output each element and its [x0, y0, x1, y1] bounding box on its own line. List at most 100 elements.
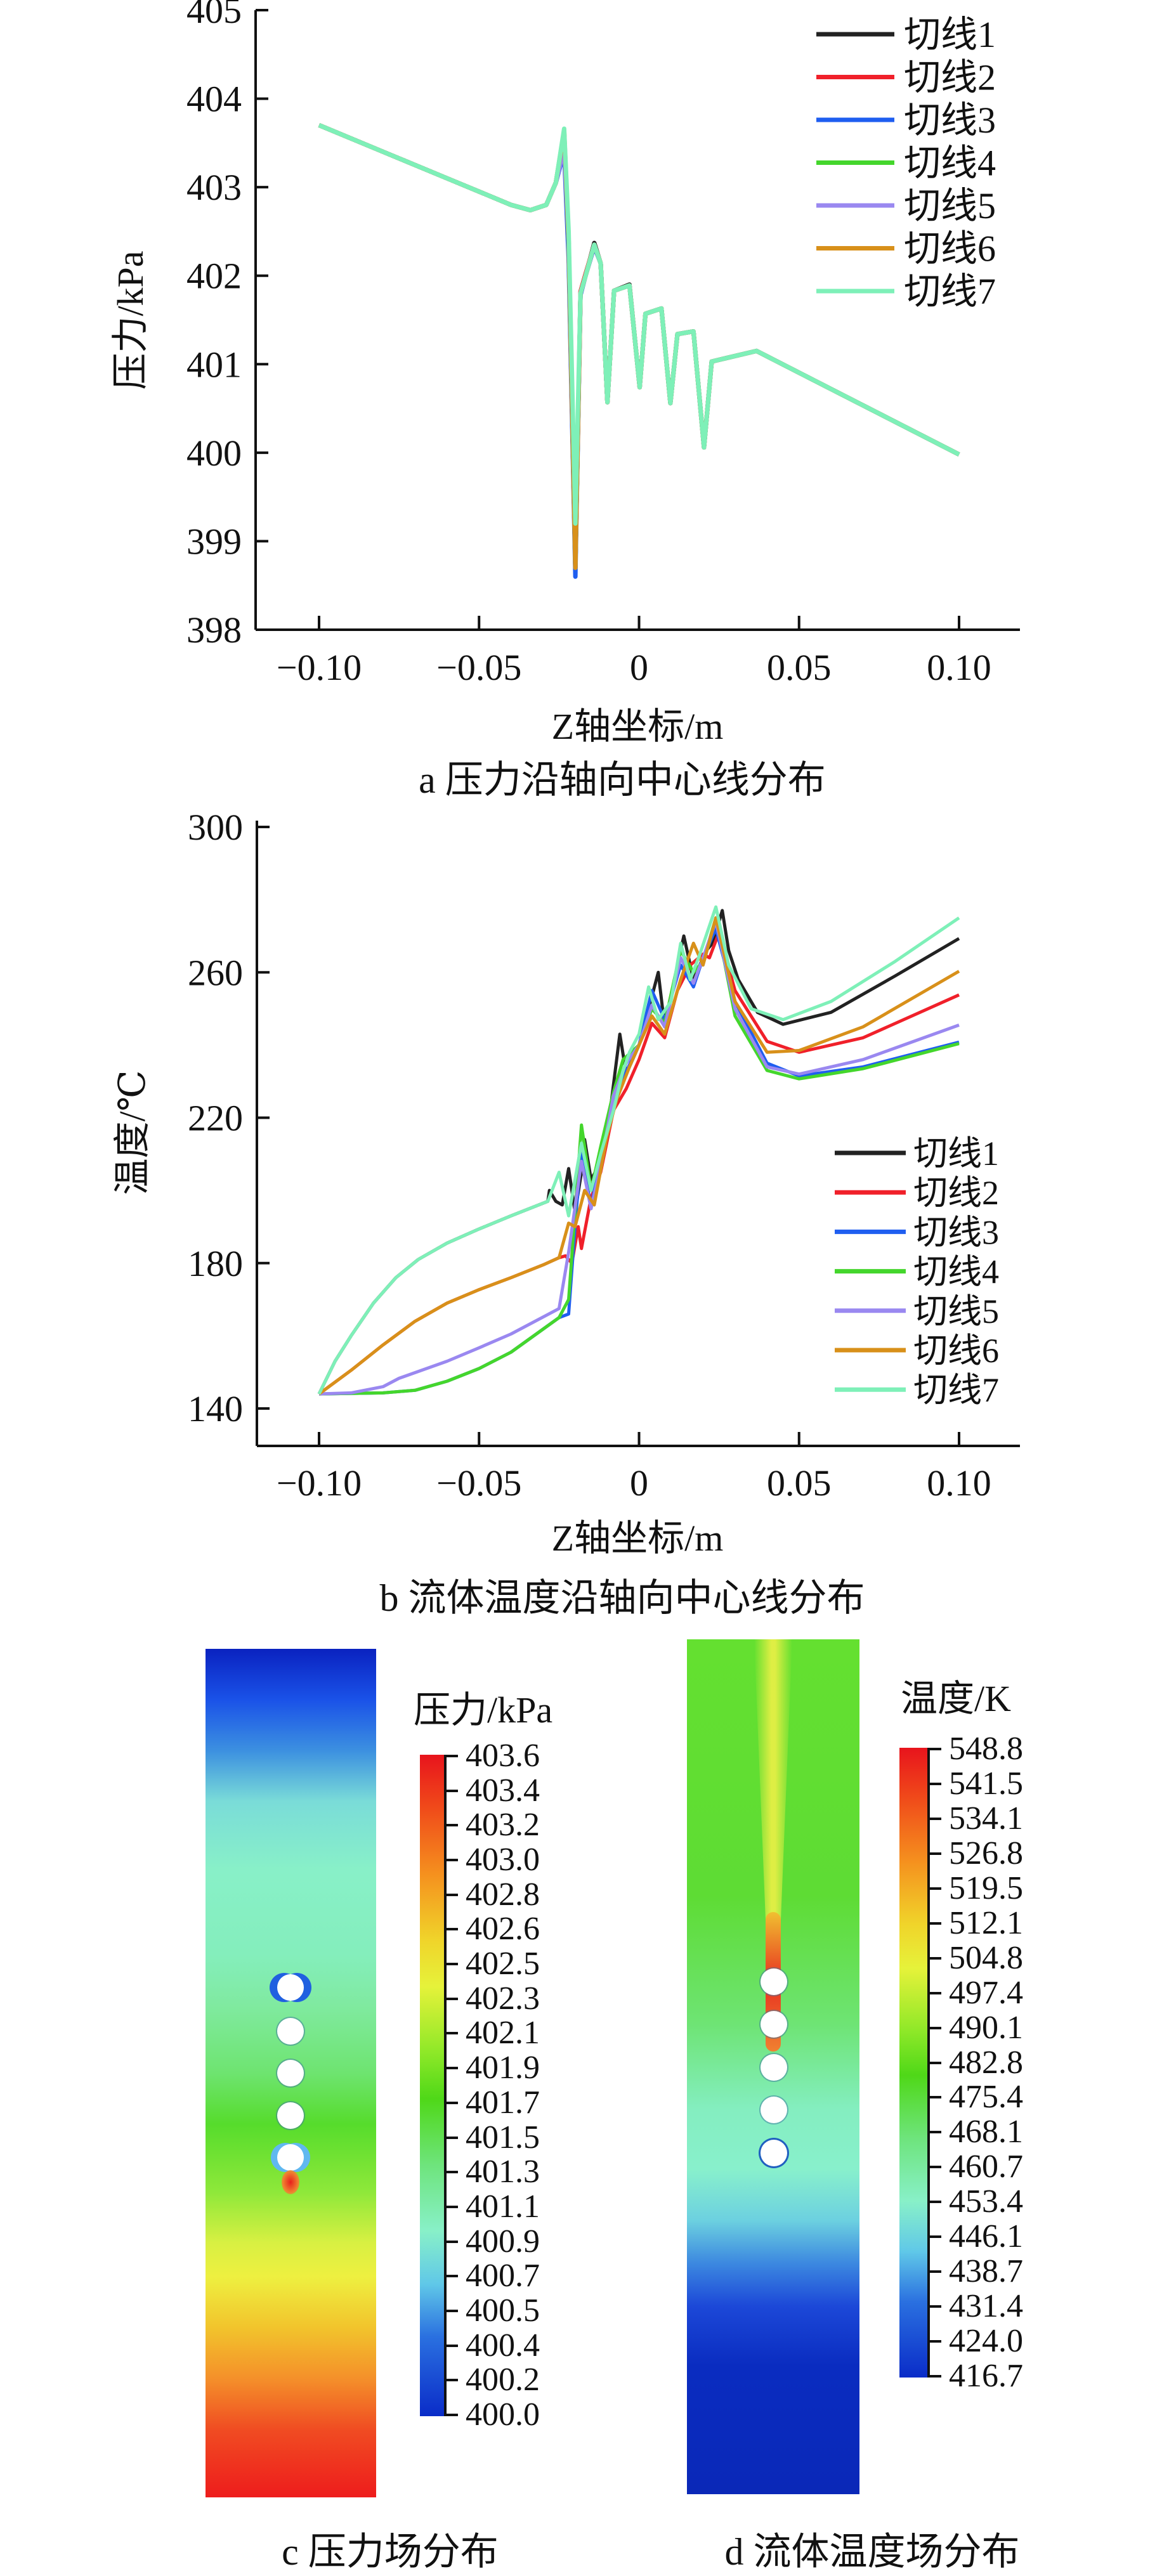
chart-a-caption: a 压力沿轴向中心线分布 — [419, 759, 826, 801]
colorbar-label: 490.1 — [949, 2009, 1023, 2046]
colorbar-label: 534.1 — [949, 1800, 1023, 1837]
chart-b-temperature: 温度/℃ Z轴坐标/m b 流体温度沿轴向中心线分布 140 180 220 260 3… — [112, 807, 1020, 1619]
colorbar-label: 401.5 — [466, 2119, 540, 2156]
x-tick-label: 0.05 — [767, 1462, 832, 1504]
colorbar-tick — [929, 1748, 941, 1750]
colorbar-label: 504.8 — [949, 1939, 1023, 1976]
colorbar-tick — [929, 2131, 941, 2134]
colorbar-label: 431.4 — [949, 2288, 1023, 2325]
colorbar-tick — [445, 1755, 458, 1757]
series-line-7 — [318, 123, 960, 526]
colorbar-label: 438.7 — [949, 2253, 1023, 2290]
chart-a-pressure: 压力/kPa Z轴坐标/m a 压力沿轴向中心线分布 398 399 400 401 4… — [110, 0, 1020, 801]
colorbar-tick — [445, 1963, 458, 1966]
colorbar-tick — [929, 1852, 941, 1855]
colorbar-label: 400.5 — [466, 2292, 540, 2329]
colorbar-label: 424.0 — [949, 2323, 1023, 2360]
tube-hole — [761, 2140, 787, 2166]
colorbar-tick — [929, 2096, 941, 2099]
legend-label-3: 切线3 — [913, 1213, 999, 1251]
colorbar-tick — [929, 2305, 941, 2308]
colorbar-label: 401.7 — [466, 2084, 540, 2121]
colorbar-label: 400.4 — [466, 2327, 540, 2364]
colorbar-tick — [929, 2026, 941, 2029]
series-line-4 — [318, 123, 960, 570]
colorbar-label: 460.7 — [949, 2149, 1023, 2185]
colorbar-label: 446.1 — [949, 2218, 1023, 2255]
tube-hole — [761, 2011, 787, 2038]
y-tick-label: 399 — [186, 521, 242, 562]
tube-hole — [761, 2097, 787, 2123]
x-tick-label: −0.10 — [277, 1462, 362, 1504]
series-line-4 — [318, 916, 960, 1396]
chart-b-xlabel: Z轴坐标/m — [552, 1518, 724, 1559]
y-tick-label: 140 — [188, 1388, 243, 1429]
colorbar-tick — [445, 1997, 458, 2000]
y-tick-label: 220 — [188, 1098, 243, 1139]
series-line-2 — [318, 123, 960, 570]
legend-label-4: 切线4 — [904, 143, 996, 184]
colorbar-label: 497.4 — [949, 1974, 1023, 2011]
colorbar-label: 403.0 — [466, 1842, 540, 1878]
colorbar-label: 548.8 — [949, 1731, 1023, 1767]
colorbar-label: 541.5 — [949, 1765, 1023, 1802]
colorbar-tick — [929, 1956, 941, 1960]
colorbar-tick — [445, 1859, 458, 1862]
legend-label-5: 切线5 — [904, 185, 996, 226]
chart-a-ylabel: 压力/kPa — [110, 250, 151, 389]
colorbar-tick — [445, 2171, 458, 2174]
colorbar-tick — [445, 2344, 458, 2347]
x-tick-label: −0.10 — [277, 647, 362, 688]
series-line-3 — [318, 927, 960, 1396]
series-line-6 — [318, 123, 960, 570]
colorbar-tick — [929, 2375, 941, 2378]
colorbar-label: 453.4 — [949, 2183, 1023, 2220]
tube-hole — [277, 2018, 304, 2045]
colorbar-label: 475.4 — [949, 2079, 1023, 2116]
pressure-field-plot — [206, 1649, 376, 2497]
legend-label-6: 切线6 — [904, 228, 996, 270]
colorbar-label: 403.4 — [466, 1772, 540, 1809]
colorbar-tick — [445, 2379, 458, 2382]
colorbar-tick — [929, 2166, 941, 2169]
y-tick-label: 405 — [186, 0, 242, 31]
legend-label-5: 切线5 — [913, 1292, 999, 1330]
colorbar-label: 402.6 — [466, 1911, 540, 1948]
colorbar-label: 526.8 — [949, 1835, 1023, 1871]
y-tick-label: 398 — [186, 609, 242, 651]
colorbar-label: 468.1 — [949, 2114, 1023, 2150]
temperature-field-plot — [687, 1639, 859, 2494]
pressure-colorbar — [420, 1755, 445, 2416]
colorbar-tick — [929, 2235, 941, 2239]
series-line-2 — [318, 930, 960, 1396]
colorbar-tick — [929, 2061, 941, 2064]
colorbar-label: 402.5 — [466, 1946, 540, 1982]
colorbar-tick — [445, 2032, 458, 2035]
colorbar-tick — [929, 2340, 941, 2343]
series-line-1 — [318, 123, 960, 570]
legend-label-2: 切线2 — [904, 57, 996, 98]
colorbar-label: 401.1 — [466, 2188, 540, 2225]
colorbar-tick — [929, 1922, 941, 1925]
series-line-6 — [318, 916, 960, 1396]
tube-hole — [761, 1968, 787, 1995]
pressure-colorbar-axis — [444, 1755, 447, 2416]
tube-hole — [761, 2054, 787, 2081]
y-tick-label: 260 — [188, 952, 243, 993]
colorbar-tick — [445, 2240, 458, 2243]
series-line-3 — [318, 123, 960, 579]
chart-a-xlabel: Z轴坐标/m — [552, 706, 724, 747]
temperature-colorbar-title: 温度/K — [901, 1678, 1012, 1719]
colorbar-label: 402.1 — [466, 2015, 540, 2052]
y-tick-label: 300 — [188, 807, 243, 848]
colorbar-tick — [929, 1817, 941, 1820]
colorbar-label: 403.6 — [466, 1738, 540, 1774]
colorbar-label: 519.5 — [949, 1870, 1023, 1906]
colorbar-label: 401.3 — [466, 2154, 540, 2190]
y-tick-label: 404 — [186, 79, 242, 120]
x-tick-label: 0.05 — [767, 647, 832, 688]
chart-c-caption: c 压力场分布 — [282, 2531, 499, 2573]
colorbar-tick — [445, 2205, 458, 2208]
series-line-5 — [318, 123, 960, 570]
